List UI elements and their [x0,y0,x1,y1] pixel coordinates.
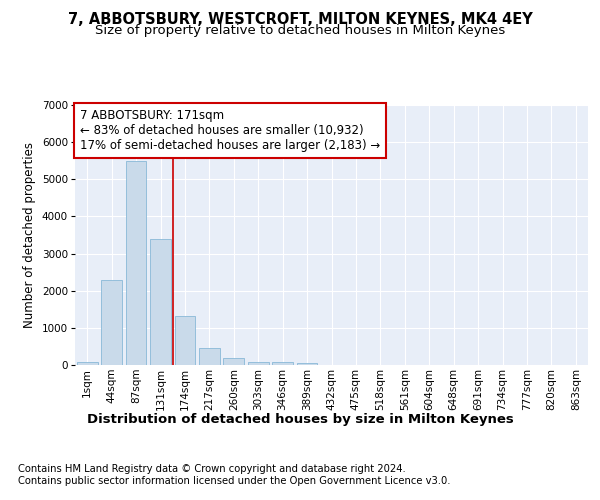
Bar [199,348,220,365]
Text: Size of property relative to detached houses in Milton Keynes: Size of property relative to detached ho… [95,24,505,37]
Text: 7 ABBOTSBURY: 171sqm
← 83% of detached houses are smaller (10,932)
17% of semi-d: 7 ABBOTSBURY: 171sqm ← 83% of detached h… [80,109,380,152]
Bar [272,362,293,365]
Y-axis label: Number of detached properties: Number of detached properties [23,142,37,328]
Bar [175,316,196,365]
Bar [125,162,146,365]
Bar [296,363,317,365]
Bar [150,238,171,365]
Bar [223,358,244,365]
Bar [77,362,98,365]
Bar [248,362,269,365]
Text: Contains HM Land Registry data © Crown copyright and database right 2024.: Contains HM Land Registry data © Crown c… [18,464,406,474]
Text: Contains public sector information licensed under the Open Government Licence v3: Contains public sector information licen… [18,476,451,486]
Text: 7, ABBOTSBURY, WESTCROFT, MILTON KEYNES, MK4 4EY: 7, ABBOTSBURY, WESTCROFT, MILTON KEYNES,… [68,12,532,28]
Text: Distribution of detached houses by size in Milton Keynes: Distribution of detached houses by size … [86,412,514,426]
Bar [101,280,122,365]
